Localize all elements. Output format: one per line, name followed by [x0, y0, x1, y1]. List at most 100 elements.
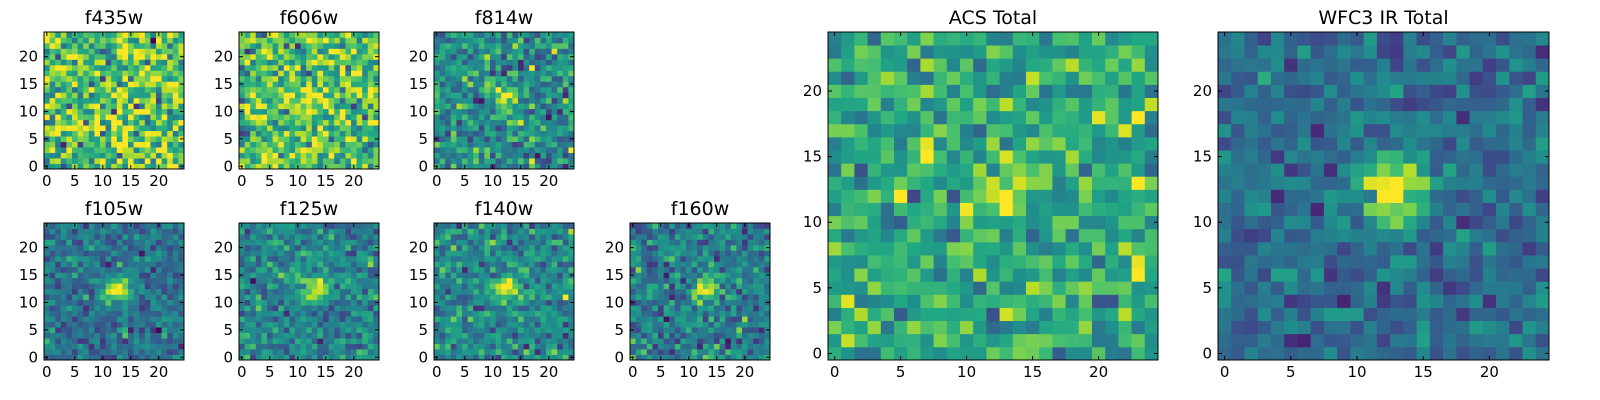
pixel-cell	[122, 92, 129, 99]
pixel-cell	[339, 266, 346, 273]
pixel-cell	[100, 147, 106, 153]
pixel-cell	[495, 255, 502, 262]
pixel-cell	[960, 163, 974, 177]
pixel-cell	[77, 81, 84, 88]
pixel-cell	[267, 239, 273, 246]
pixel-cell	[501, 108, 508, 115]
pixel-cell	[161, 103, 168, 110]
pixel-cell	[501, 136, 508, 142]
pixel-cell	[484, 64, 491, 71]
pixel-cell	[156, 147, 162, 153]
pixel-cell	[523, 288, 530, 295]
pixel-cell	[328, 42, 335, 49]
pixel-cell	[512, 119, 519, 126]
pixel-cell	[1092, 202, 1106, 217]
pixel-cell	[697, 250, 704, 257]
pixel-cell	[116, 244, 123, 251]
pixel-cell	[674, 228, 681, 235]
pixel-cell	[55, 125, 62, 132]
pixel-cell	[456, 338, 463, 344]
pixel-cell	[658, 288, 664, 295]
pixel-cell	[178, 332, 185, 339]
pixel-cell	[328, 158, 335, 164]
pixel-cell	[669, 255, 676, 262]
pixel-cell	[551, 163, 558, 170]
pixel-cell	[317, 92, 324, 99]
pixel-cell	[529, 42, 536, 49]
pixel-cell	[289, 261, 296, 268]
pixel-cell	[44, 130, 50, 137]
pixel-cell	[356, 349, 363, 355]
pixel-cell	[139, 48, 146, 55]
pixel-cell	[88, 163, 95, 170]
pixel-cell	[105, 327, 112, 333]
pixel-cell	[272, 86, 279, 93]
pixel-cell	[49, 70, 56, 77]
pixel-cell	[523, 261, 530, 268]
pixel-cell	[669, 283, 676, 290]
pixel-cell	[356, 81, 363, 88]
pixel-cell	[933, 346, 948, 361]
pixel-cell	[60, 86, 67, 93]
pixel-cell	[239, 103, 245, 110]
pixel-cell	[128, 103, 134, 110]
pixel-cell	[44, 152, 50, 159]
pixel-cell	[267, 158, 273, 164]
pixel-cell	[439, 266, 446, 273]
pixel-cell	[105, 338, 112, 344]
pixel-cell	[367, 103, 374, 110]
pixel-cell	[272, 103, 279, 110]
pixel-cell	[77, 255, 84, 262]
pixel-cell	[946, 346, 961, 361]
pixel-cell	[562, 70, 569, 77]
pixel-cell	[267, 114, 273, 121]
pixel-cell	[311, 97, 318, 104]
pixel-cell	[255, 64, 262, 71]
pixel-cell	[490, 338, 496, 344]
pixel-cell	[680, 266, 687, 273]
pixel-cell	[323, 53, 329, 60]
pixel-cell	[144, 130, 151, 137]
pixel-cell	[311, 299, 318, 306]
pixel-cell	[55, 37, 62, 44]
pixel-cell	[133, 86, 140, 93]
pixel-cell	[133, 310, 140, 317]
pixel-cell	[122, 250, 129, 257]
pixel-cell	[501, 349, 508, 355]
pixel-cell	[239, 255, 245, 262]
pixel-cell	[300, 37, 307, 44]
pixel-cell	[133, 321, 140, 328]
pixel-cell	[161, 310, 168, 317]
pixel-cell	[1052, 268, 1066, 282]
pixel-cell	[841, 333, 855, 348]
pixel-cell	[105, 158, 112, 164]
pixel-cell	[557, 147, 564, 153]
pixel-cell	[658, 239, 664, 246]
pixel-cell	[562, 163, 569, 170]
pixel-cell	[356, 310, 363, 317]
pixel-cell	[122, 343, 129, 350]
pixel-cell	[1052, 307, 1066, 322]
pixel-cell	[708, 316, 715, 323]
pixel-cell	[44, 75, 50, 82]
pixel-cell	[367, 294, 374, 301]
pixel-cell	[501, 272, 508, 279]
pixel-cell	[450, 316, 457, 323]
pixel-cell	[161, 108, 168, 115]
pixel-cell	[986, 202, 1000, 217]
pixel-cell	[317, 343, 324, 350]
pixel-cell	[680, 316, 687, 323]
pixel-cell	[345, 332, 352, 339]
pixel-cell	[450, 92, 457, 99]
pixel-cell	[450, 343, 457, 350]
pixel-cell	[144, 239, 151, 246]
pixel-cell	[367, 152, 374, 159]
pixel-cell	[339, 75, 346, 82]
pixel-cell	[161, 37, 168, 44]
pixel-cell	[295, 250, 301, 257]
pixel-cell	[551, 343, 558, 350]
pixel-cell	[907, 202, 921, 217]
pixel-cell	[1012, 333, 1027, 348]
pixel-cell	[680, 255, 687, 262]
